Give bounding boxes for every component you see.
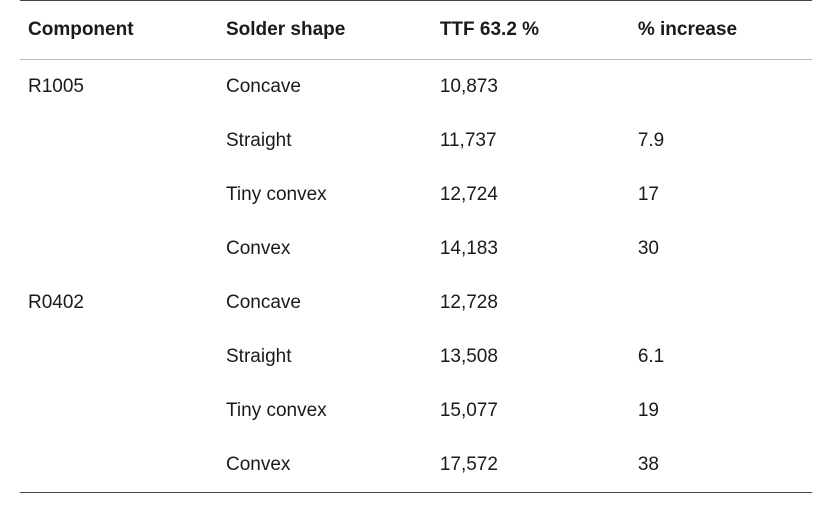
cell-component [20, 330, 218, 384]
cell-ttf: 12,724 [432, 168, 630, 222]
table-body: R1005 Concave 10,873 Straight 11,737 7.9… [20, 60, 812, 493]
cell-solder: Convex [218, 222, 432, 276]
cell-solder: Straight [218, 330, 432, 384]
cell-increase: 38 [630, 438, 812, 493]
table-row: Convex 17,572 38 [20, 438, 812, 493]
cell-ttf: 15,077 [432, 384, 630, 438]
cell-component: R0402 [20, 276, 218, 330]
cell-solder: Tiny convex [218, 384, 432, 438]
table-container: Component Solder shape TTF 63.2 % % incr… [0, 0, 832, 522]
cell-ttf: 13,508 [432, 330, 630, 384]
cell-increase: 30 [630, 222, 812, 276]
table-row: R0402 Concave 12,728 [20, 276, 812, 330]
cell-increase: 17 [630, 168, 812, 222]
cell-solder: Convex [218, 438, 432, 493]
col-header-component: Component [20, 1, 218, 60]
table-row: Straight 13,508 6.1 [20, 330, 812, 384]
col-header-solder: Solder shape [218, 1, 432, 60]
table-row: Straight 11,737 7.9 [20, 114, 812, 168]
cell-solder: Concave [218, 60, 432, 115]
cell-increase [630, 60, 812, 115]
col-header-ttf: TTF 63.2 % [432, 1, 630, 60]
cell-component [20, 168, 218, 222]
table-header-row: Component Solder shape TTF 63.2 % % incr… [20, 1, 812, 60]
col-header-increase: % increase [630, 1, 812, 60]
cell-ttf: 17,572 [432, 438, 630, 493]
cell-component [20, 438, 218, 493]
cell-component [20, 222, 218, 276]
cell-solder: Concave [218, 276, 432, 330]
cell-increase: 7.9 [630, 114, 812, 168]
table-row: R1005 Concave 10,873 [20, 60, 812, 115]
table-row: Tiny convex 12,724 17 [20, 168, 812, 222]
cell-solder: Tiny convex [218, 168, 432, 222]
cell-increase: 6.1 [630, 330, 812, 384]
table-row: Tiny convex 15,077 19 [20, 384, 812, 438]
cell-ttf: 14,183 [432, 222, 630, 276]
cell-increase [630, 276, 812, 330]
cell-ttf: 11,737 [432, 114, 630, 168]
table-header: Component Solder shape TTF 63.2 % % incr… [20, 1, 812, 60]
table-row: Convex 14,183 30 [20, 222, 812, 276]
cell-component [20, 114, 218, 168]
cell-increase: 19 [630, 384, 812, 438]
cell-component: R1005 [20, 60, 218, 115]
cell-ttf: 12,728 [432, 276, 630, 330]
data-table: Component Solder shape TTF 63.2 % % incr… [20, 0, 812, 493]
cell-solder: Straight [218, 114, 432, 168]
cell-component [20, 384, 218, 438]
cell-ttf: 10,873 [432, 60, 630, 115]
